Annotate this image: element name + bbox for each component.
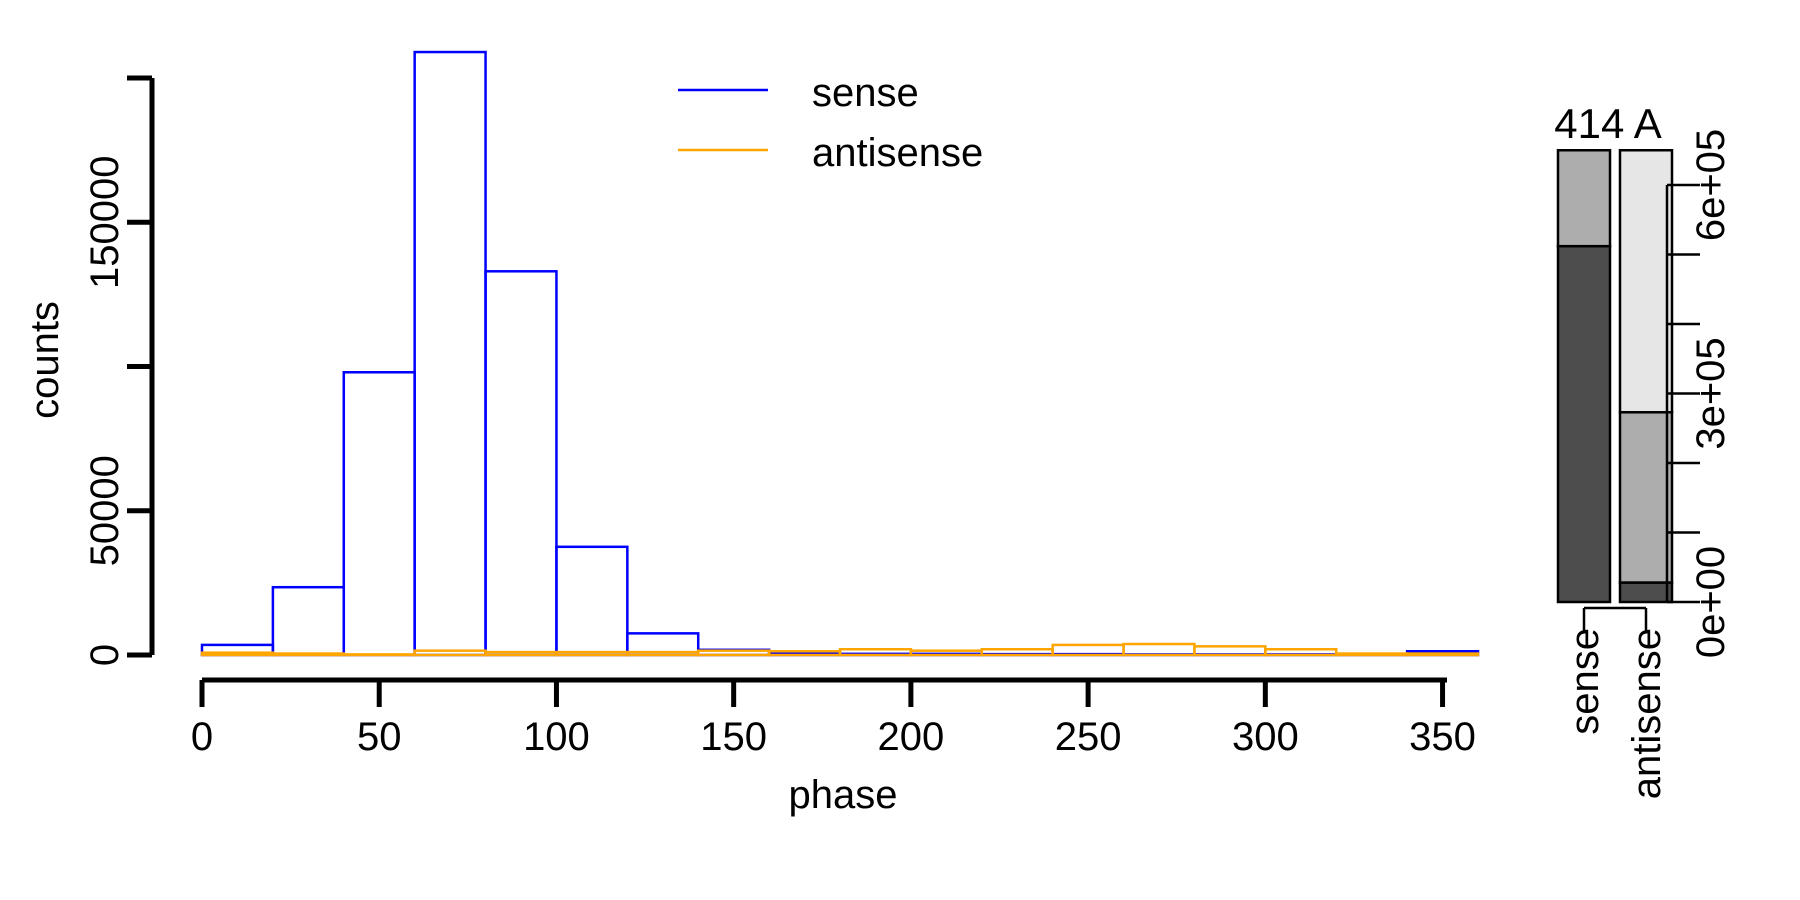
stacked-bars bbox=[1556, 149, 1674, 604]
y-axis-label: counts bbox=[23, 301, 67, 419]
stack-category-label: sense bbox=[1563, 628, 1607, 735]
y-tick-label: 50000 bbox=[83, 455, 127, 566]
y-axis-ticks: 0 50000 150000 bbox=[83, 75, 152, 666]
x-tick-label: 100 bbox=[523, 715, 590, 759]
antisense-segment bbox=[1618, 149, 1674, 414]
stack-category-label: antisense bbox=[1625, 628, 1669, 799]
antisense-bar bbox=[980, 647, 1054, 657]
sense-bar bbox=[484, 270, 558, 657]
antisense-bar bbox=[1405, 652, 1480, 657]
x-axis-label: phase bbox=[789, 773, 898, 817]
antisense-bar bbox=[696, 649, 771, 657]
x-tick-label: 300 bbox=[1232, 715, 1299, 759]
antisense-segment bbox=[1618, 411, 1674, 584]
stack-y-tick-label: 3e+05 bbox=[1689, 337, 1733, 449]
sense-bar bbox=[342, 371, 416, 657]
legend-sense-label: sense bbox=[812, 71, 919, 115]
x-tick-label: 50 bbox=[357, 715, 402, 759]
legend: sense antisense bbox=[678, 71, 983, 175]
antisense-bar bbox=[200, 651, 275, 657]
sense-bar bbox=[271, 585, 346, 657]
sense-bar bbox=[555, 545, 629, 657]
stack-y-tick-label: 6e+05 bbox=[1689, 129, 1733, 241]
stack-y-axis-ticks: 0e+00 3e+05 6e+05 bbox=[1667, 129, 1733, 658]
antisense-bar bbox=[413, 649, 487, 657]
x-axis-ticks: 0 50 100 150 200 250 300 350 bbox=[191, 680, 1476, 759]
histogram-panel: 0 50000 150000 counts 0 50 100 150 200 250 300 35… bbox=[23, 50, 1480, 817]
y-tick-label: 0 bbox=[83, 644, 127, 666]
y-tick-label: 150000 bbox=[83, 156, 127, 289]
antisense-bar bbox=[1264, 647, 1338, 657]
antisense-bar bbox=[271, 652, 346, 657]
stack-category-axis: sense antisense bbox=[1563, 606, 1669, 799]
antisense-bar bbox=[342, 653, 416, 657]
antisense-series bbox=[200, 642, 1480, 657]
stacked-bar-panel: 414 A 0e+00 3e+05 6e+05 sense antisense bbox=[1554, 100, 1733, 799]
antisense-bar bbox=[1334, 652, 1409, 657]
x-tick-label: 250 bbox=[1055, 715, 1122, 759]
x-tick-label: 0 bbox=[191, 715, 213, 759]
sense-bar bbox=[413, 50, 487, 657]
x-tick-label: 200 bbox=[878, 715, 945, 759]
antisense-bar bbox=[838, 647, 913, 657]
antisense-bar bbox=[555, 650, 629, 657]
antisense-bar bbox=[626, 650, 700, 657]
x-tick-label: 150 bbox=[700, 715, 767, 759]
sense-segment bbox=[1556, 244, 1612, 604]
antisense-bar bbox=[484, 650, 558, 657]
x-tick-label: 350 bbox=[1409, 715, 1476, 759]
stack-y-tick-label: 0e+00 bbox=[1689, 546, 1733, 658]
antisense-segment bbox=[1618, 581, 1674, 604]
sense-segment bbox=[1556, 149, 1612, 248]
stacked-bar-title: 414 A bbox=[1554, 100, 1661, 147]
legend-antisense-label: antisense bbox=[812, 131, 983, 175]
